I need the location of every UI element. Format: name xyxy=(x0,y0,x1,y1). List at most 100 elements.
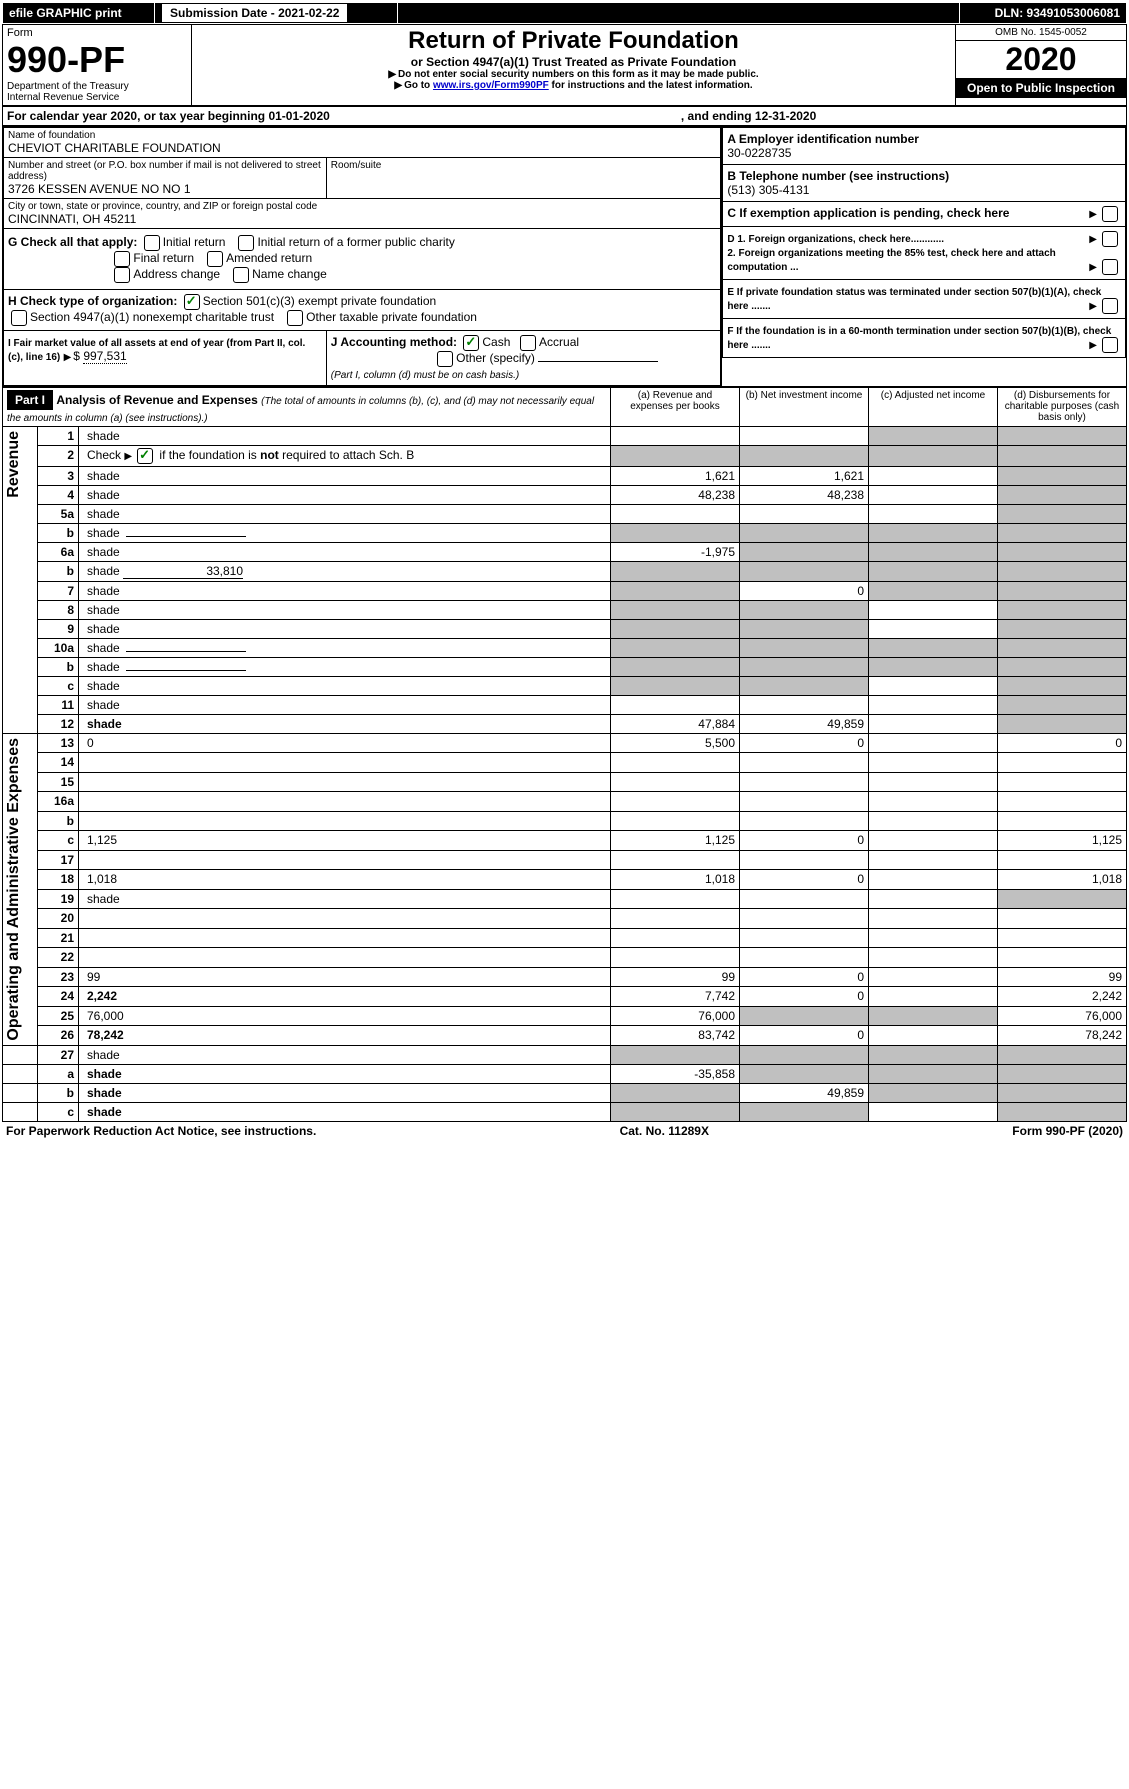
line-desc: shade xyxy=(79,601,611,620)
line-number: 7 xyxy=(38,582,79,601)
line-number: 1 xyxy=(38,427,79,446)
line-desc: shade xyxy=(79,715,611,734)
line-desc: 2,242 xyxy=(79,987,611,1006)
line-number: 14 xyxy=(38,753,79,772)
final-return-checkbox[interactable] xyxy=(114,251,130,267)
e-checkbox[interactable] xyxy=(1102,298,1118,314)
line-number: 21 xyxy=(38,928,79,947)
city-label: City or town, state or province, country… xyxy=(8,201,716,212)
d1-checkbox[interactable] xyxy=(1102,231,1118,247)
line-desc: shade xyxy=(79,677,611,696)
f-label: F If the foundation is in a 60-month ter… xyxy=(727,326,1111,351)
phone-value: (513) 305-4131 xyxy=(727,183,1121,197)
c-label: C If exemption application is pending, c… xyxy=(727,206,1009,220)
form-header: Form 990-PF Department of the Treasury I… xyxy=(2,24,1127,106)
line-number: c xyxy=(38,1102,79,1121)
footer: For Paperwork Reduction Act Notice, see … xyxy=(2,1122,1127,1140)
line-desc: 0 xyxy=(79,734,611,753)
e-label: E If private foundation status was termi… xyxy=(727,287,1101,312)
top-bar: efile GRAPHIC print Submission Date - 20… xyxy=(2,2,1127,24)
ein-label: A Employer identification number xyxy=(727,132,1121,146)
cash-checkbox[interactable] xyxy=(463,335,479,351)
name-label: Name of foundation xyxy=(8,130,716,141)
line-desc xyxy=(79,928,611,947)
c-checkbox[interactable] xyxy=(1102,206,1118,222)
line-number: a xyxy=(38,1064,79,1083)
line-number: b xyxy=(38,562,79,582)
line-desc: shade xyxy=(79,696,611,715)
line-number: 25 xyxy=(38,1006,79,1025)
room-label: Room/suite xyxy=(331,160,717,171)
line-desc: shade xyxy=(79,486,611,505)
j-label: J Accounting method: xyxy=(331,335,457,349)
line-number: c xyxy=(38,677,79,696)
foundation-city: CINCINNATI, OH 45211 xyxy=(8,212,716,226)
line-number: 11 xyxy=(38,696,79,715)
line-desc: shade xyxy=(79,658,611,677)
line-desc xyxy=(79,909,611,928)
line-number: b xyxy=(38,524,79,543)
line-number: 3 xyxy=(38,467,79,486)
line-number: 17 xyxy=(38,850,79,869)
other-method-checkbox[interactable] xyxy=(437,351,453,367)
501c3-checkbox[interactable] xyxy=(184,294,200,310)
line-number: 2 xyxy=(38,446,79,467)
footer-mid: Cat. No. 11289X xyxy=(620,1124,709,1138)
warn-text: Do not enter social security numbers on … xyxy=(388,69,758,80)
line-desc: shade xyxy=(79,639,611,658)
foundation-name: CHEVIOT CHARITABLE FOUNDATION xyxy=(8,141,716,155)
col-c-header: (c) Adjusted net income xyxy=(869,388,998,427)
4947-checkbox[interactable] xyxy=(11,310,27,326)
footer-right: Form 990-PF (2020) xyxy=(1012,1124,1123,1138)
line-number: 9 xyxy=(38,620,79,639)
address-change-checkbox[interactable] xyxy=(114,267,130,283)
line-desc xyxy=(79,753,611,772)
line-number: 5a xyxy=(38,505,79,524)
line-number: 4 xyxy=(38,486,79,505)
goto-link[interactable]: www.irs.gov/Form990PF xyxy=(433,80,549,91)
line-desc: shade xyxy=(79,1045,611,1064)
amended-return-checkbox[interactable] xyxy=(207,251,223,267)
line-number: 26 xyxy=(38,1026,79,1046)
ein-value: 30-0228735 xyxy=(727,146,1121,160)
line-desc: 1,125 xyxy=(79,831,611,850)
line-number: 13 xyxy=(38,734,79,753)
name-change-checkbox[interactable] xyxy=(233,267,249,283)
j-note: (Part I, column (d) must be on cash basi… xyxy=(331,370,519,381)
d2-checkbox[interactable] xyxy=(1102,259,1118,275)
form-number: 990-PF xyxy=(7,39,187,81)
irs-label: Internal Revenue Service xyxy=(7,92,187,103)
footer-left: For Paperwork Reduction Act Notice, see … xyxy=(6,1124,316,1138)
line-desc: 1,018 xyxy=(79,870,611,889)
col-a-header: (a) Revenue and expenses per books xyxy=(611,388,740,427)
line-desc: shade xyxy=(79,543,611,562)
form-subtitle: or Section 4947(a)(1) Trust Treated as P… xyxy=(196,55,951,69)
col-d-header: (d) Disbursements for charitable purpose… xyxy=(998,388,1127,427)
initial-return-checkbox[interactable] xyxy=(144,235,160,251)
line-desc: shade xyxy=(79,1083,611,1102)
line-desc: Check if the foundation is not required … xyxy=(79,446,611,467)
col-b-header: (b) Net investment income xyxy=(740,388,869,427)
line-desc xyxy=(79,850,611,869)
dln-label: DLN: 93491053006081 xyxy=(959,3,1127,24)
line-number: 6a xyxy=(38,543,79,562)
f-checkbox[interactable] xyxy=(1102,337,1118,353)
fmv-value: 997,531 xyxy=(83,349,126,364)
other-taxable-checkbox[interactable] xyxy=(287,310,303,326)
line-desc: shade xyxy=(79,467,611,486)
line-desc xyxy=(79,948,611,967)
line-desc: shade 33,810 xyxy=(79,562,611,582)
form-word: Form xyxy=(7,27,187,39)
line-number: b xyxy=(38,658,79,677)
line-desc: shade xyxy=(79,582,611,601)
line-number: 24 xyxy=(38,987,79,1006)
submission-date: Submission Date - 2021-02-22 xyxy=(161,3,348,23)
period-begin: For calendar year 2020, or tax year begi… xyxy=(7,109,330,123)
part1-label: Part I xyxy=(7,390,53,410)
i-label: I Fair market value of all assets at end… xyxy=(8,338,305,363)
part1-title: Analysis of Revenue and Expenses xyxy=(56,393,257,407)
accrual-checkbox[interactable] xyxy=(520,335,536,351)
d2-label: 2. Foreign organizations meeting the 85%… xyxy=(727,248,1055,273)
line-desc: shade xyxy=(79,524,611,543)
initial-former-checkbox[interactable] xyxy=(238,235,254,251)
